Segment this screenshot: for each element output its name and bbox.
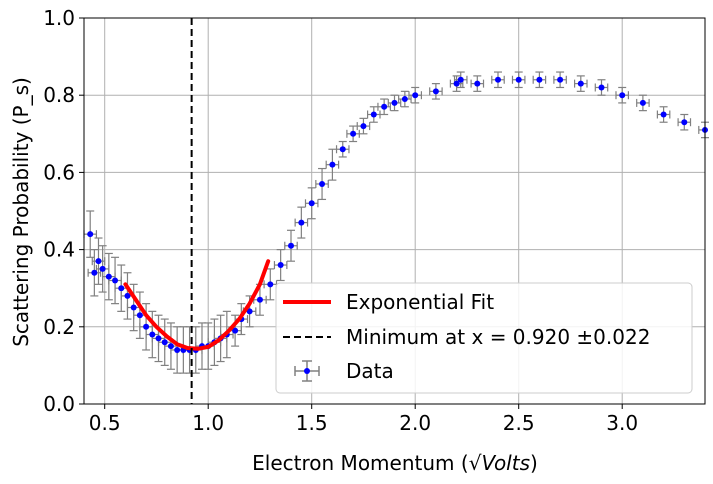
x-tick-label: 3.0 xyxy=(606,411,638,435)
x-tick-label: 1.5 xyxy=(296,411,328,435)
y-tick-label: 0.2 xyxy=(43,315,75,339)
error-bar xyxy=(335,140,350,158)
data-point xyxy=(288,242,294,249)
legend-label-fit: Exponential Fit xyxy=(346,290,494,314)
data-point xyxy=(360,123,367,130)
y-tick-label: 1.0 xyxy=(43,6,75,30)
data-point xyxy=(112,277,119,284)
x-tick-label: 1.0 xyxy=(192,411,224,435)
data-point xyxy=(155,335,162,342)
data-point xyxy=(370,111,377,118)
x-tick-label: 2.0 xyxy=(399,411,431,435)
data-point xyxy=(130,304,137,311)
y-tick-label: 0.8 xyxy=(43,83,75,107)
y-tick-label: 0.6 xyxy=(43,160,75,184)
y-axis-ticks: 0.0 0.2 0.4 0.6 0.8 1.0 xyxy=(43,6,84,416)
data-point xyxy=(681,119,688,126)
fit-curve xyxy=(123,259,271,351)
data-point xyxy=(536,76,543,83)
data-point xyxy=(391,99,398,106)
data-point xyxy=(87,231,94,238)
data-point xyxy=(174,346,181,353)
data-point xyxy=(161,339,168,346)
data-point xyxy=(401,96,408,103)
data-point xyxy=(246,308,253,315)
legend-box xyxy=(275,282,693,394)
data-point xyxy=(149,331,156,338)
x-axis-ticks: 0.5 1.0 1.5 2.0 2.5 3.0 xyxy=(89,404,638,435)
data-point xyxy=(381,103,388,110)
data-point xyxy=(557,76,564,83)
data-point xyxy=(319,180,326,187)
data-point xyxy=(256,296,263,303)
data-point xyxy=(105,273,112,280)
x-tick-label: 2.5 xyxy=(503,411,535,435)
data-point xyxy=(136,312,143,319)
data-point xyxy=(457,76,464,83)
legend: Exponential Fit Minimum at x = 0.920 ±0.… xyxy=(275,282,693,394)
data-point xyxy=(143,323,150,330)
data-point xyxy=(339,146,346,153)
data-point xyxy=(267,281,274,288)
data-point xyxy=(598,84,605,91)
data-point xyxy=(277,262,284,269)
data-point xyxy=(495,76,501,83)
data-point xyxy=(453,80,460,87)
data-point xyxy=(118,285,125,292)
y-tick-label: 0.4 xyxy=(43,238,75,262)
data-point xyxy=(412,92,419,99)
data-point xyxy=(660,111,667,118)
data-point xyxy=(308,200,315,207)
data-point xyxy=(329,161,336,168)
data-point xyxy=(91,269,98,276)
x-axis-label-suffix: ) xyxy=(530,451,538,475)
data-point xyxy=(619,92,626,99)
data-point xyxy=(99,265,106,272)
x-axis-label-unit: Volts xyxy=(481,451,530,475)
data-point xyxy=(232,327,239,334)
data-point xyxy=(167,343,174,350)
x-axis-label-root: √ xyxy=(469,451,482,475)
data-point xyxy=(515,76,522,83)
data-point xyxy=(95,258,102,265)
data-point xyxy=(124,292,131,299)
data-point xyxy=(639,99,646,106)
x-axis-label-prefix: Electron Momentum ( xyxy=(252,451,469,475)
data-point xyxy=(350,130,357,137)
y-tick-label: 0.0 xyxy=(43,392,75,416)
y-axis-label: Scattering Probability (P_s) xyxy=(9,77,33,347)
data-point xyxy=(577,80,584,87)
x-axis-label: Electron Momentum (√Volts) xyxy=(252,451,538,475)
data-point xyxy=(432,88,439,95)
legend-data-swatch xyxy=(294,360,320,382)
x-tick-label: 0.5 xyxy=(89,411,121,435)
data-point xyxy=(474,80,481,87)
data-point xyxy=(298,219,305,226)
legend-label-minimum: Minimum at x = 0.920 ±0.022 xyxy=(346,325,650,349)
legend-label-data: Data xyxy=(346,359,394,383)
plot-frame xyxy=(83,17,706,405)
fit-layer xyxy=(123,259,271,351)
